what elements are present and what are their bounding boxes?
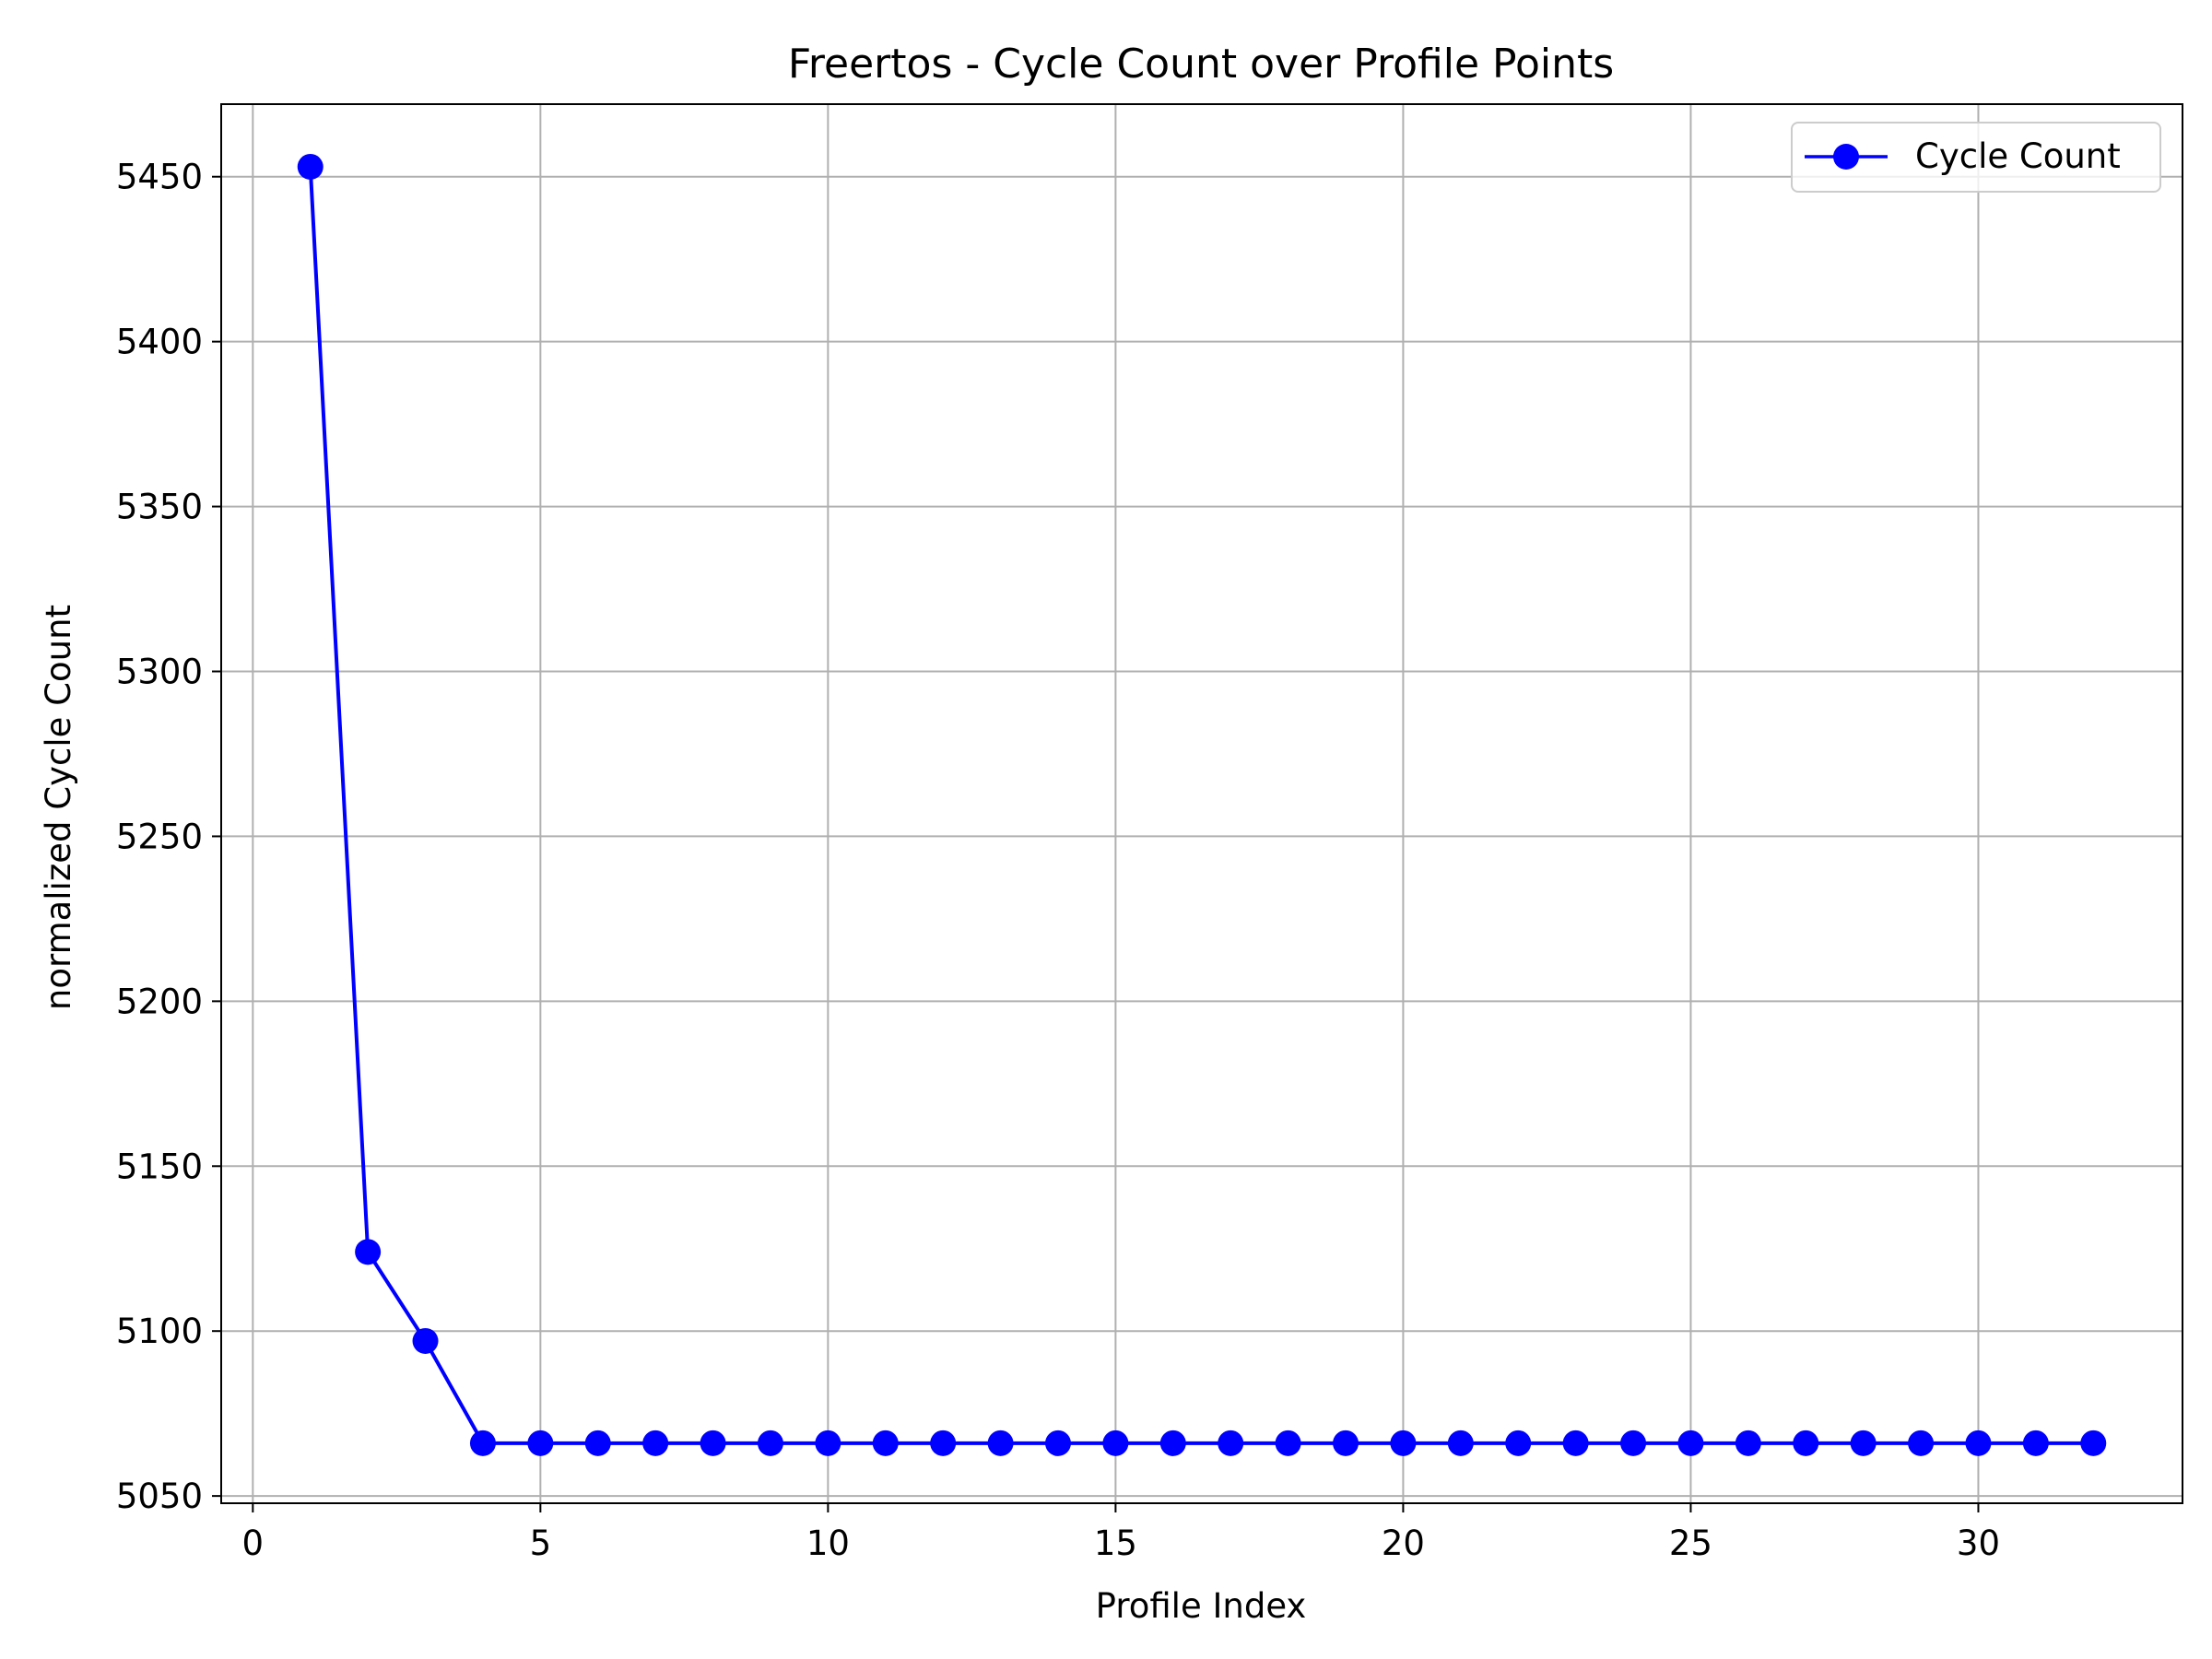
data-point <box>1390 1430 1417 1456</box>
data-point <box>355 1239 382 1265</box>
data-point <box>412 1327 439 1354</box>
x-axis: 0 5 10 15 20 25 30 <box>242 1503 2000 1563</box>
data-point <box>815 1430 841 1456</box>
data-point <box>1044 1430 1071 1456</box>
x-tick-label: 20 <box>1382 1524 1425 1563</box>
data-point <box>642 1430 669 1456</box>
data-point <box>1735 1430 1761 1456</box>
x-axis-title: Profile Index <box>1096 1586 1307 1626</box>
data-point <box>1159 1430 1186 1456</box>
data-point <box>1562 1430 1589 1456</box>
y-tick-label: 5300 <box>116 653 203 692</box>
x-tick-label: 15 <box>1094 1524 1137 1563</box>
y-tick-label: 5200 <box>116 982 203 1021</box>
data-point <box>1620 1430 1647 1456</box>
data-point <box>1218 1430 1244 1456</box>
data-point <box>872 1430 899 1456</box>
data-point <box>2080 1430 2107 1456</box>
legend-label: Cycle Count <box>1915 136 2121 176</box>
data-point <box>2022 1430 2049 1456</box>
data-point <box>1677 1430 1704 1456</box>
y-axis: 5050 5100 5150 5200 5250 5300 5350 5400 5450 <box>116 158 221 1516</box>
grid-lines <box>221 104 2183 1503</box>
legend-marker-swatch <box>1833 144 1859 170</box>
chart-title: Freertos - Cycle Count over Profile Poin… <box>788 41 1614 88</box>
y-tick-label: 5250 <box>116 817 203 856</box>
y-tick-label: 5450 <box>116 158 203 197</box>
legend: Cycle Count <box>1791 122 2161 193</box>
data-point <box>1965 1430 1992 1456</box>
data-point <box>1333 1430 1359 1456</box>
x-tick-label: 5 <box>530 1524 552 1563</box>
data-point <box>1102 1430 1129 1456</box>
y-tick-label: 5350 <box>116 488 203 527</box>
data-point <box>527 1430 554 1456</box>
y-tick-label: 5400 <box>116 323 203 362</box>
data-point <box>757 1430 783 1456</box>
y-axis-title: normalized Cycle Count <box>39 605 78 1010</box>
legend-box <box>1791 122 2161 193</box>
y-tick-label: 5100 <box>116 1312 203 1351</box>
series-layer <box>297 153 2107 1456</box>
data-point <box>469 1430 496 1456</box>
x-tick-label: 25 <box>1669 1524 1712 1563</box>
data-point <box>1793 1430 1819 1456</box>
data-point <box>700 1430 726 1456</box>
data-point <box>1850 1430 1877 1456</box>
x-tick-label: 30 <box>1957 1524 2000 1563</box>
y-tick-label: 5150 <box>116 1147 203 1186</box>
x-tick-label: 10 <box>806 1524 850 1563</box>
data-point <box>1505 1430 1532 1456</box>
data-point <box>987 1430 1014 1456</box>
data-point <box>297 153 324 180</box>
data-point <box>1908 1430 1935 1456</box>
data-point <box>1275 1430 1301 1456</box>
data-point <box>584 1430 611 1456</box>
y-tick-label: 5050 <box>116 1477 203 1516</box>
x-tick-label: 0 <box>242 1524 265 1563</box>
data-point <box>1447 1430 1474 1456</box>
data-point <box>930 1430 957 1456</box>
plot-frame <box>220 103 2183 1504</box>
